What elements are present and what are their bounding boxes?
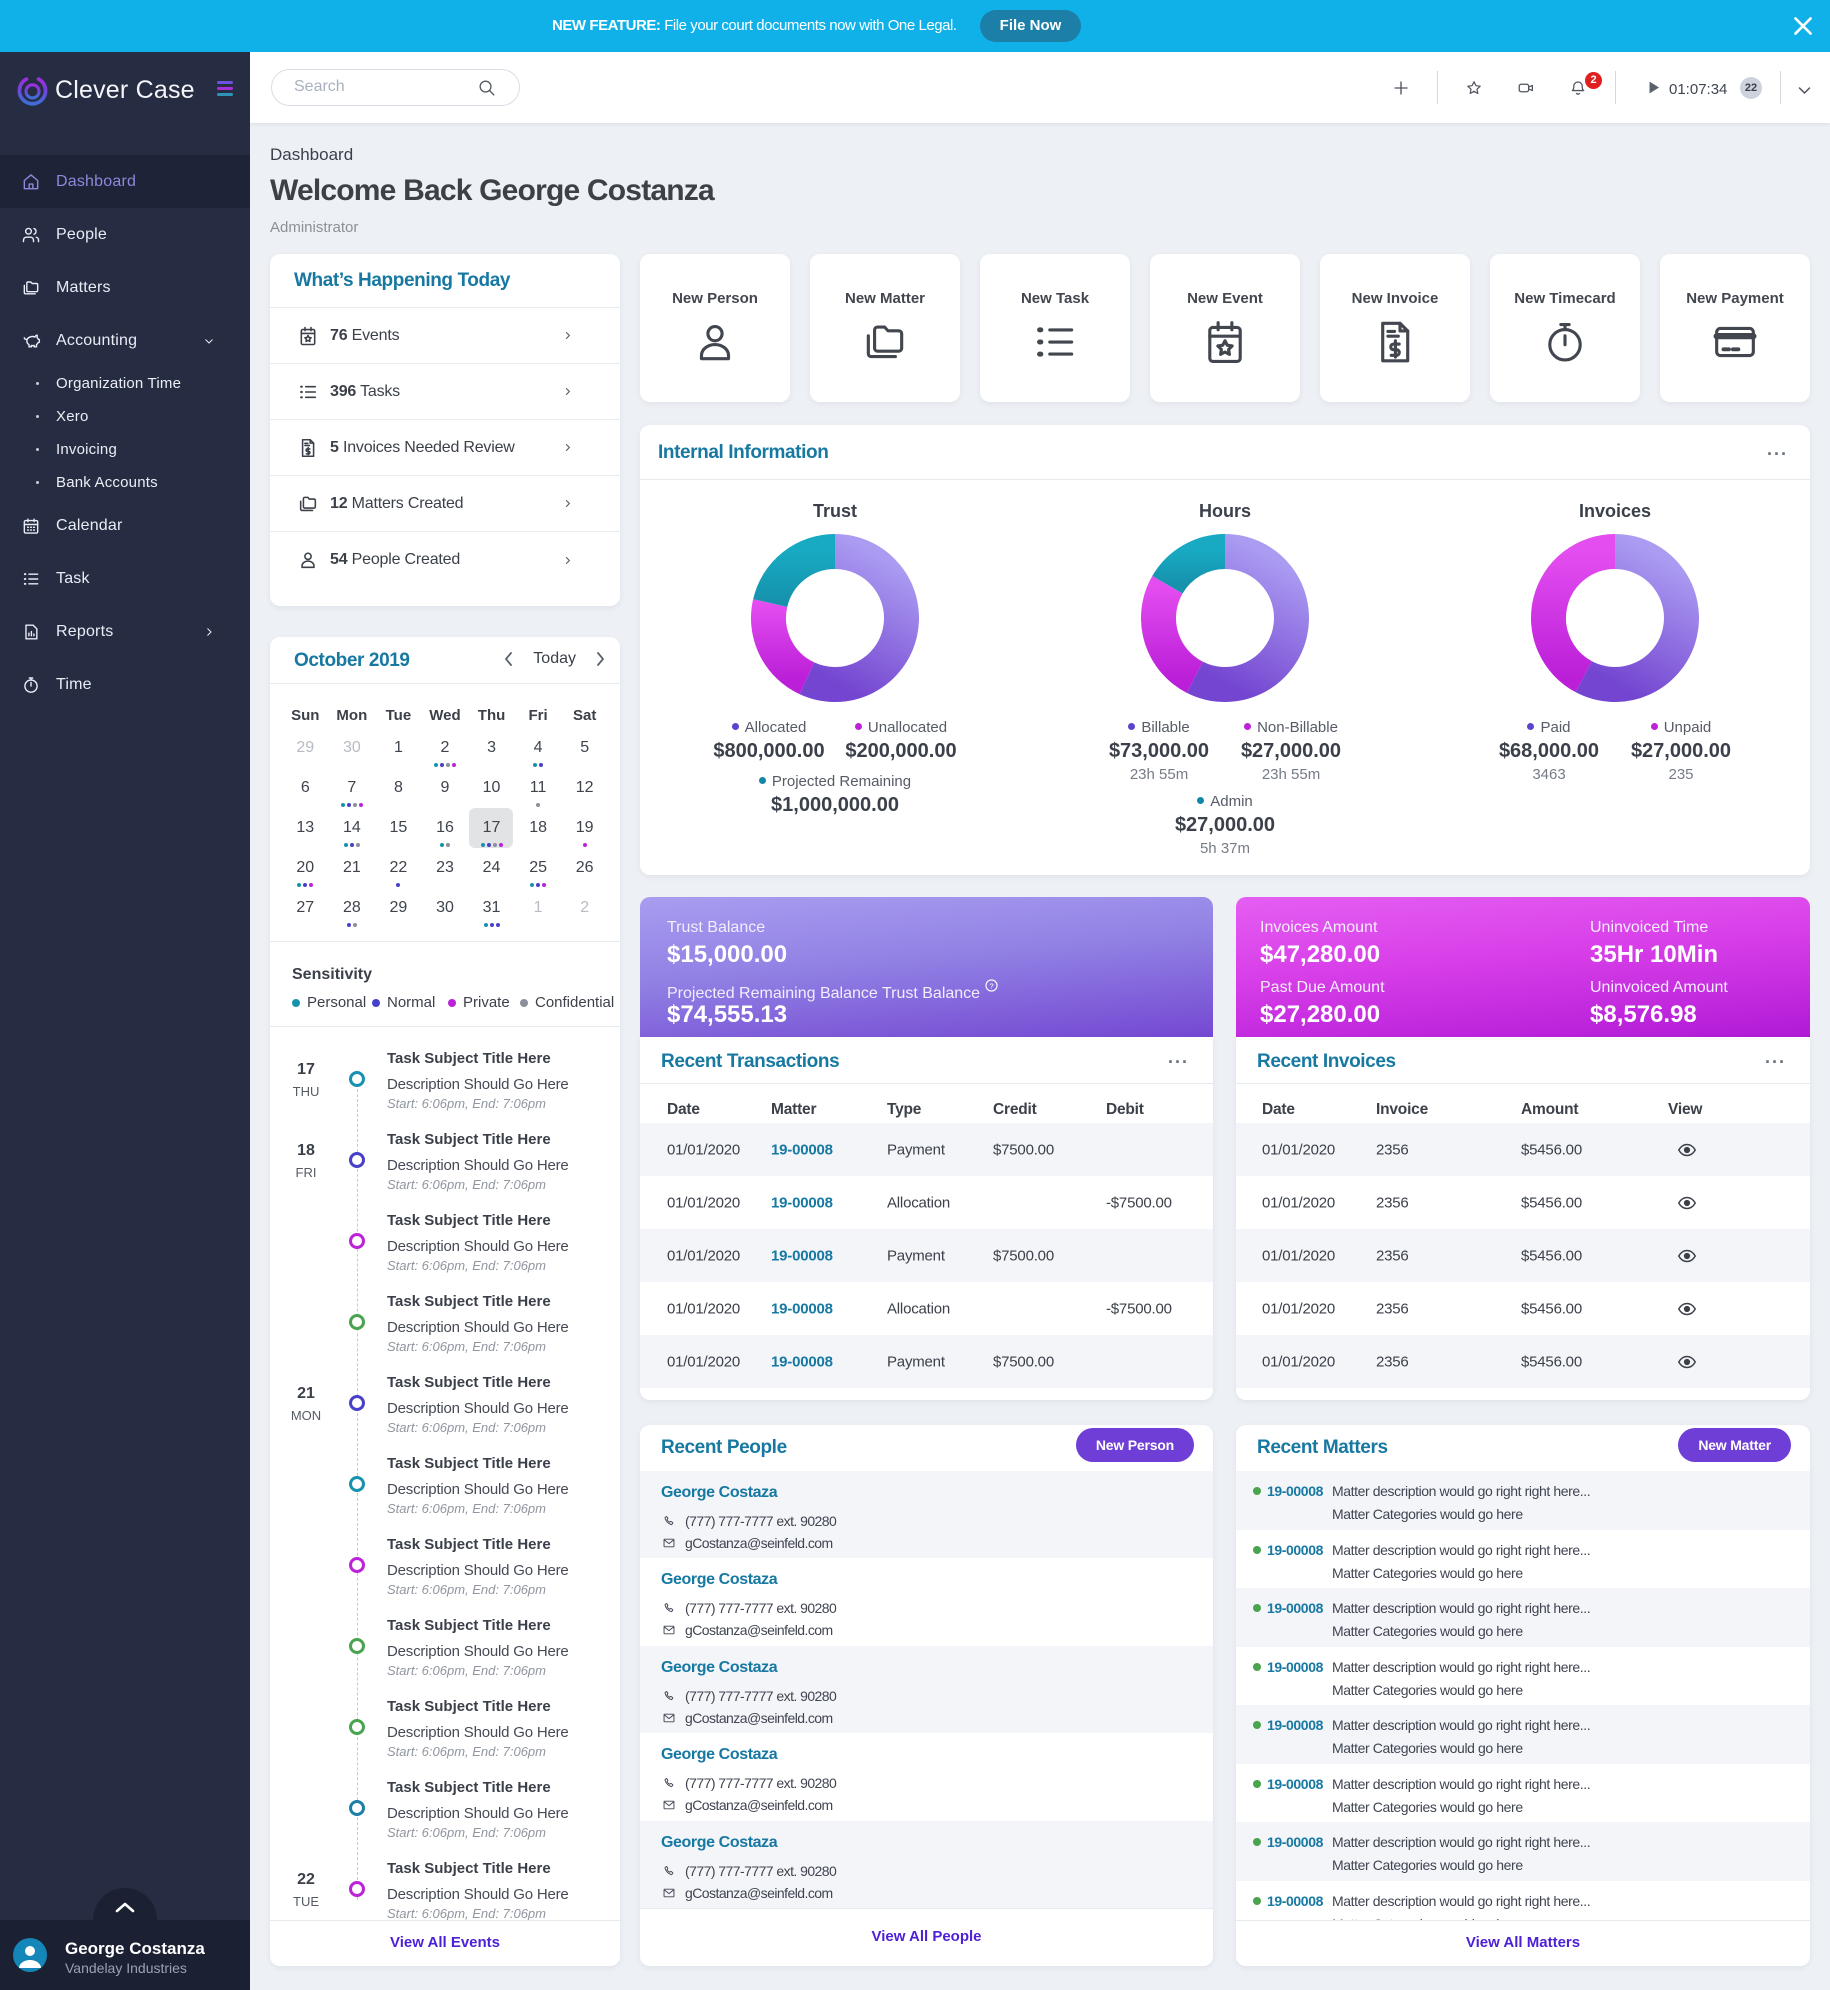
svg-text:?: ? xyxy=(989,981,993,990)
